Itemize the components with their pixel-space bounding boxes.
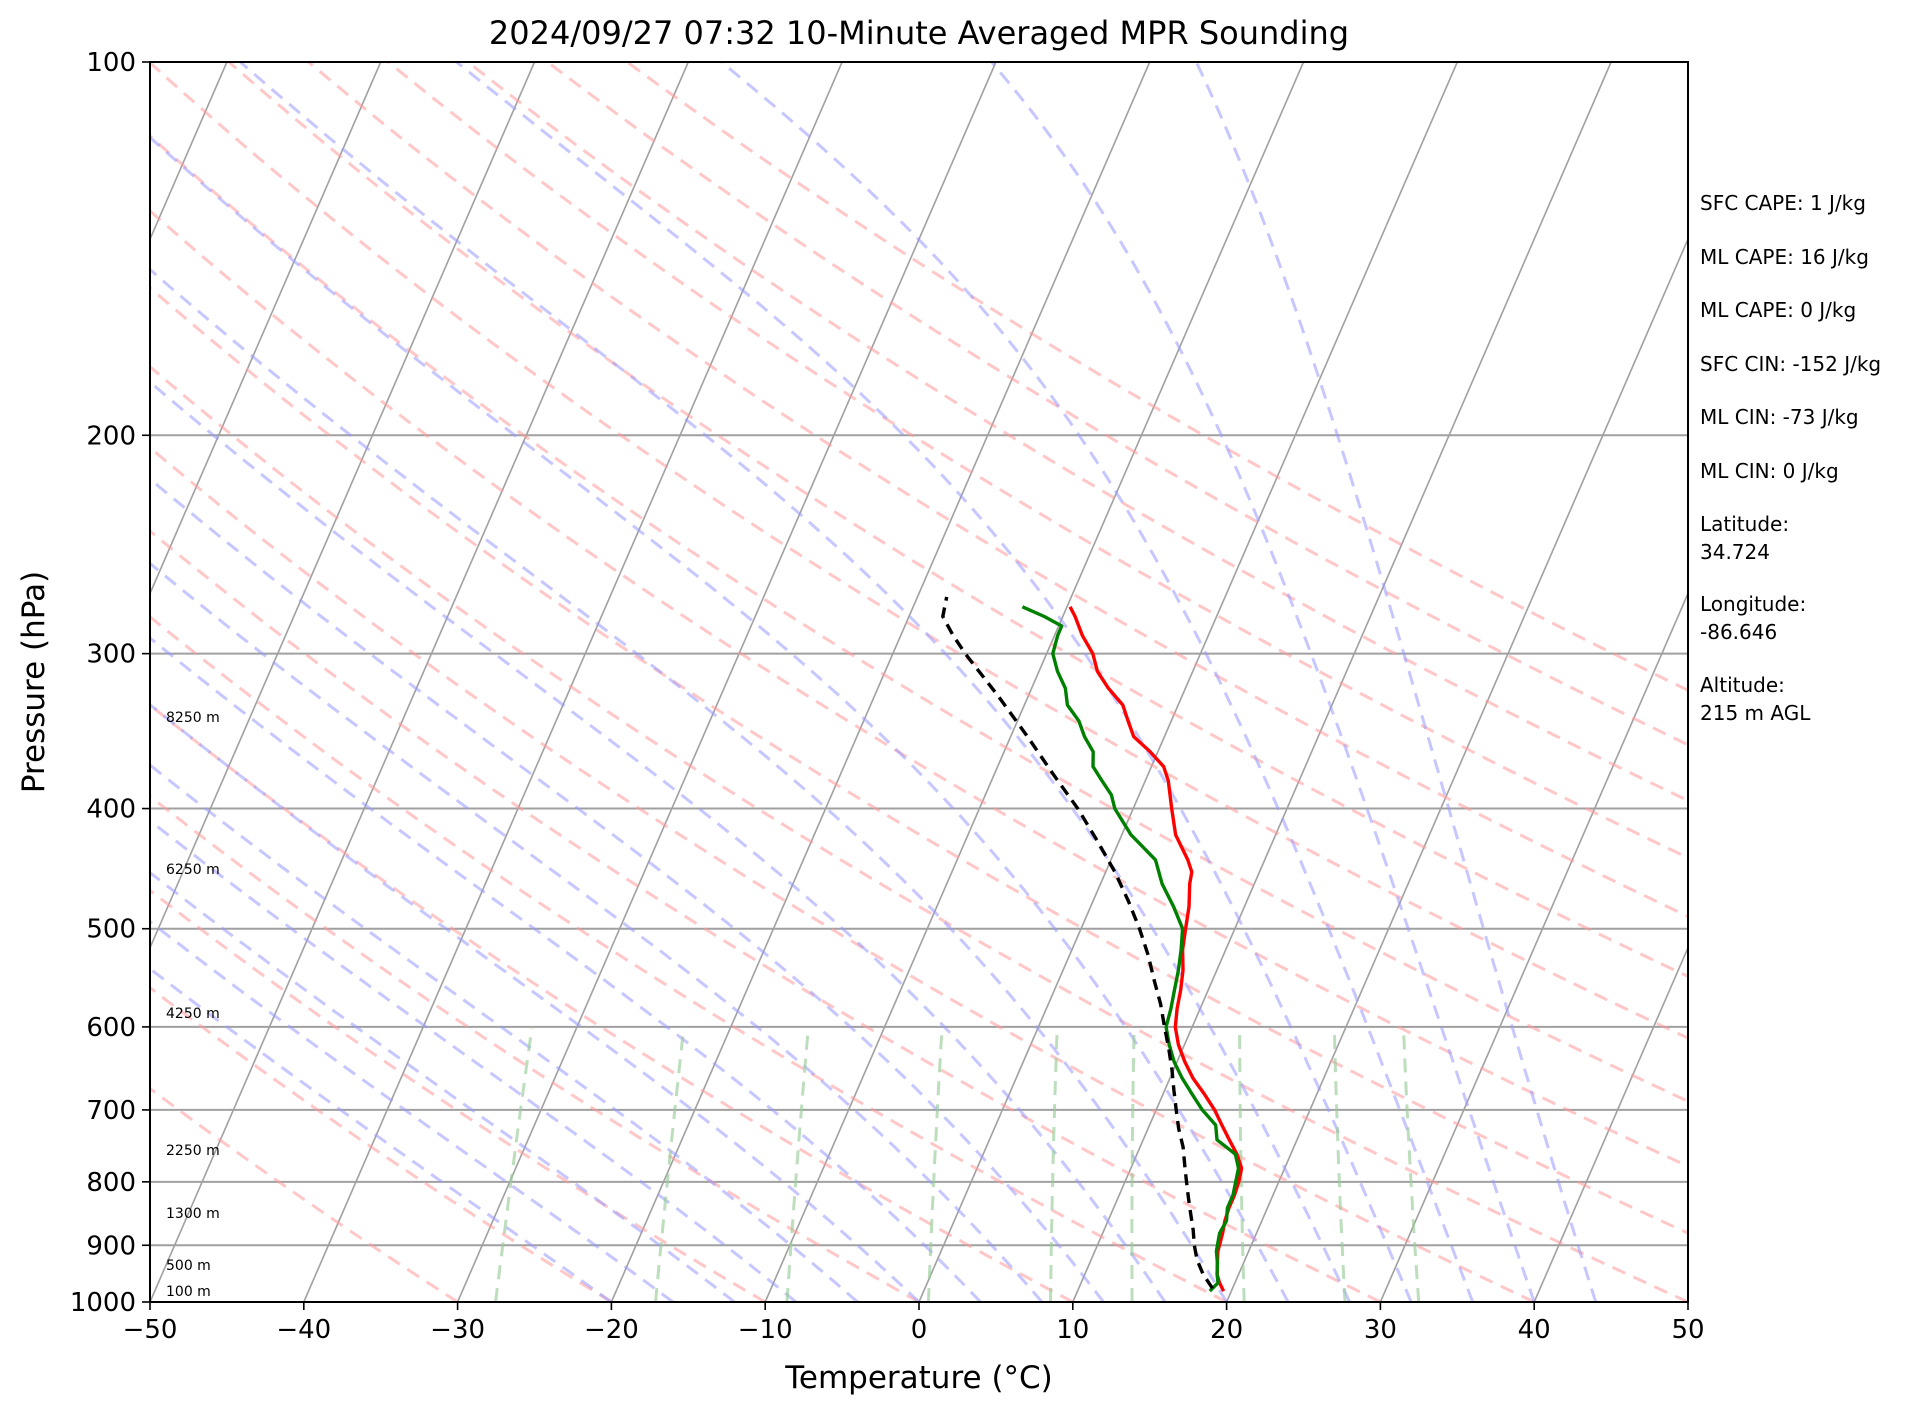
x-axis-ticks: −50 −40 −30 −20 −10 0 10 20 30 40 50 [123,1302,1705,1345]
height-label: 2250 m [166,1143,220,1159]
x-tick-label: −40 [276,1315,331,1345]
moist-adiabat [239,62,1351,1302]
y-tick-label: 200 [86,421,136,451]
y-axis-title: Pressure (hPa) [16,571,52,793]
y-tick-label: 300 [86,640,136,670]
moist-adiabat [150,135,1290,1302]
isotherm-line [1379,591,1688,1302]
dry-adiabat [227,62,1688,979]
x-tick-label: 40 [1518,1315,1551,1345]
y-tick-label: 500 [86,915,136,945]
moist-adiabat [455,62,1413,1302]
height-label: 100 m [166,1284,211,1300]
dry-adiabat [546,62,1688,747]
moist-adiabat [720,62,1475,1302]
moist-adiabat [150,380,1167,1302]
dry-adiabat [150,445,1535,1302]
latitude-label: Latitude: [1700,512,1789,536]
isotherm-line [150,62,382,596]
x-tick-label: 0 [911,1315,928,1345]
x-tick-label: 30 [1364,1315,1397,1345]
dry-adiabat [150,529,1382,1302]
isotherm-line [150,62,536,950]
moist-adiabat [150,919,674,1302]
dewpoint-profile-line [1021,605,1241,1293]
mixing-ratio-line [654,1026,686,1302]
x-axis-title: Temperature (°C) [784,1360,1053,1396]
height-label: 1300 m [166,1206,220,1222]
info-sfc-cin: SFC CIN: -152 J/kg [1700,352,1881,376]
isotherm-line [1533,945,1688,1302]
x-tick-label: 50 [1671,1315,1704,1345]
mixing-ratio-line [494,1026,534,1302]
moist-adiabat [150,818,797,1302]
isotherm-line [764,62,1305,1302]
altitude-value: 215 m AGL [1700,701,1811,725]
moist-adiabat [150,636,982,1302]
moist-adiabat [150,702,921,1302]
x-tick-label: −20 [584,1315,639,1345]
dry-adiabat [150,703,1074,1302]
info-sfc-cape: SFC CAPE: 1 J/kg [1700,191,1866,215]
y-tick-label: 900 [86,1231,136,1261]
y-tick-label: 1000 [70,1288,136,1318]
isotherm-line [610,62,1151,1302]
series-layer [941,596,1244,1293]
latitude-value: 34.724 [1700,540,1770,564]
y-tick-label: 600 [86,1013,136,1043]
y-tick-label: 400 [86,795,136,825]
info-ml-cape-1: ML CAPE: 16 J/kg [1700,245,1869,269]
moist-adiabat [150,966,613,1302]
info-ml-cape-2: ML CAPE: 0 J/kg [1700,298,1856,322]
moist-adiabat [150,267,1228,1302]
info-ml-cin-2: ML CIN: 0 J/kg [1700,459,1839,483]
info-ml-cin-1: ML CIN: -73 J/kg [1700,405,1859,429]
isotherm-line [303,62,843,1302]
y-tick-label: 800 [86,1168,136,1198]
y-tick-label: 700 [86,1096,136,1126]
height-label: 6250 m [166,862,220,878]
chart-title: 2024/09/27 07:32 10-Minute Averaged MPR … [489,14,1349,52]
height-label: 8250 m [166,710,220,726]
parcel-profile-line [941,596,1214,1290]
info-panel: SFC CAPE: 1 J/kg ML CAPE: 16 J/kg ML CAP… [1700,191,1881,725]
height-labels: 8250 m 6250 m 4250 m 2250 m 1300 m 500 m 100 m [166,710,220,1300]
longitude-label: Longitude: [1700,592,1806,616]
x-tick-label: 20 [1210,1315,1243,1345]
dry-adiabat [150,794,920,1302]
dry-adiabat [150,62,1688,1040]
isotherm-line [1225,237,1688,1302]
x-tick-label: −30 [430,1315,485,1345]
moist-adiabat [150,477,1105,1302]
x-tick-label: −10 [738,1315,793,1345]
grid-layer [150,62,1688,1302]
height-label: 4250 m [166,1006,220,1022]
height-label: 500 m [166,1258,211,1274]
moist-adiabat [150,763,859,1302]
dry-adiabat [150,364,1688,1302]
altitude-label: Altitude: [1700,673,1785,697]
x-tick-label: −50 [123,1315,178,1345]
isotherm-line [150,62,690,1302]
y-axis-ticks: 1000 900 800 700 600 500 400 300 200 100 [70,48,150,1318]
x-tick-label: 10 [1056,1315,1089,1345]
moist-adiabat [990,62,1536,1302]
dry-adiabat [150,133,1688,1103]
dry-adiabat [150,208,1688,1168]
dry-adiabat [150,985,613,1302]
y-tick-label: 100 [86,48,136,78]
dry-adiabat [387,62,1688,860]
dry-adiabat [150,614,1228,1302]
moist-adiabat [150,561,1044,1302]
longitude-value: -86.646 [1700,620,1777,644]
isotherm-line [456,62,997,1302]
dry-adiabat [466,62,1688,803]
moist-adiabat [150,870,736,1302]
